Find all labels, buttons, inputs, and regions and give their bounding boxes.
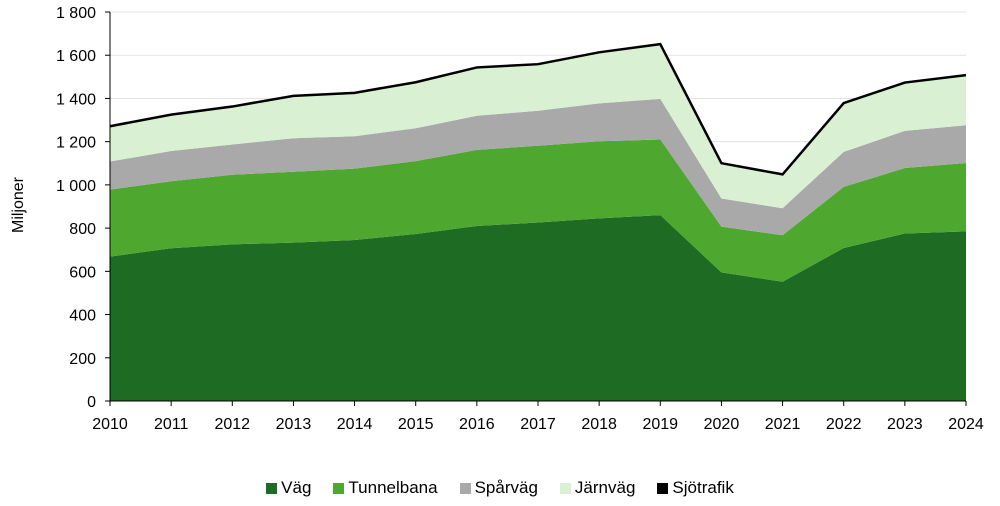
area-series-sj-trafik [109, 42, 967, 176]
x-tick-label: 2020 [704, 416, 740, 433]
area-series-j-rnv-g [110, 44, 966, 209]
y-tick-label: 400 [69, 308, 96, 325]
legend: Väg Tunnelbana Spårväg Järnväg Sjötrafik [0, 478, 1000, 498]
legend-item: Spårväg [459, 478, 538, 498]
x-tick-label: 2010 [92, 416, 128, 433]
x-tick-label: 2022 [826, 416, 862, 433]
series-areas [109, 42, 967, 401]
legend-label: Väg [281, 478, 312, 497]
legend-label: Spårväg [474, 478, 538, 497]
x-tick-label: 2021 [765, 416, 801, 433]
x-tick-label: 2019 [642, 416, 678, 433]
y-tick-label: 1 200 [56, 135, 96, 152]
y-tick-label: 800 [69, 221, 96, 238]
x-tick-labels: 2010 2011 2012 2013 2014 2015 2016 2017 2018 2019… [92, 416, 984, 433]
x-tick-label: 2016 [459, 416, 495, 433]
x-tick-label: 2012 [214, 416, 250, 433]
y-tick-labels: 0 200 400 600 800 1 000 1 200 1 400 1 600 1 800 [56, 5, 96, 411]
legend-swatch [333, 482, 345, 494]
area-series-v-g [110, 215, 966, 401]
legend-swatch [266, 482, 278, 494]
legend-swatch [559, 482, 571, 494]
x-tick-label: 2018 [581, 416, 617, 433]
legend-label: Järnväg [574, 478, 636, 497]
x-tick-label: 2024 [948, 416, 984, 433]
legend-swatch [459, 482, 471, 494]
x-tick-label: 2014 [337, 416, 373, 433]
y-tick-label: 600 [69, 264, 96, 281]
area-series-tunnelbana [110, 139, 966, 282]
area-series-sp-rv-g [110, 98, 966, 236]
legend-item: Tunnelbana [333, 478, 438, 498]
legend-label: Tunnelbana [348, 478, 438, 497]
x-tick-label: 2017 [520, 416, 556, 433]
y-tick-label: 1 600 [56, 48, 96, 65]
y-tick-label: 1 000 [56, 178, 96, 195]
y-tick-label: 1 800 [56, 5, 96, 22]
y-tick-label: 1 400 [56, 91, 96, 108]
axes [105, 11, 967, 406]
x-tick-label: 2011 [154, 416, 189, 433]
legend-label: Sjötrafik [672, 478, 734, 497]
legend-swatch [657, 482, 669, 494]
x-tick-label: 2015 [398, 416, 434, 433]
legend-item: Järnväg [559, 478, 636, 498]
legend-item: Väg [266, 478, 311, 498]
x-tick-label: 2013 [276, 416, 312, 433]
y-axis-label: Miljoner [10, 176, 27, 233]
y-tick-label: 0 [87, 394, 96, 411]
legend-item: Sjötrafik [657, 478, 734, 498]
y-tick-label: 200 [69, 351, 96, 368]
x-tick-label: 2023 [887, 416, 923, 433]
